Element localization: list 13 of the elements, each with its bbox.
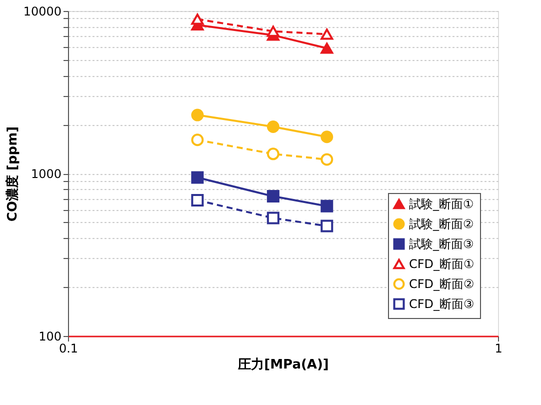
y-axis-title: CO濃度 [ppm] xyxy=(4,126,20,222)
x-tick-label: 1 xyxy=(494,342,502,356)
legend-label: 試験_断面③ xyxy=(409,237,474,251)
y-tick-label: 1000 xyxy=(30,167,62,181)
y-tick-label: 10000 xyxy=(23,4,62,18)
legend-label: CFD_断面② xyxy=(409,277,474,291)
legend-label: CFD_断面③ xyxy=(409,297,474,311)
legend-label: CFD_断面① xyxy=(409,257,474,271)
legend-label: 試験_断面① xyxy=(409,197,474,211)
y-tick-label: 100 xyxy=(38,330,62,344)
x-axis-title: 圧力[MPa(A)] xyxy=(237,358,329,372)
legend-label: 試験_断面② xyxy=(409,217,474,231)
x-tick-label: 0.1 xyxy=(58,342,78,356)
